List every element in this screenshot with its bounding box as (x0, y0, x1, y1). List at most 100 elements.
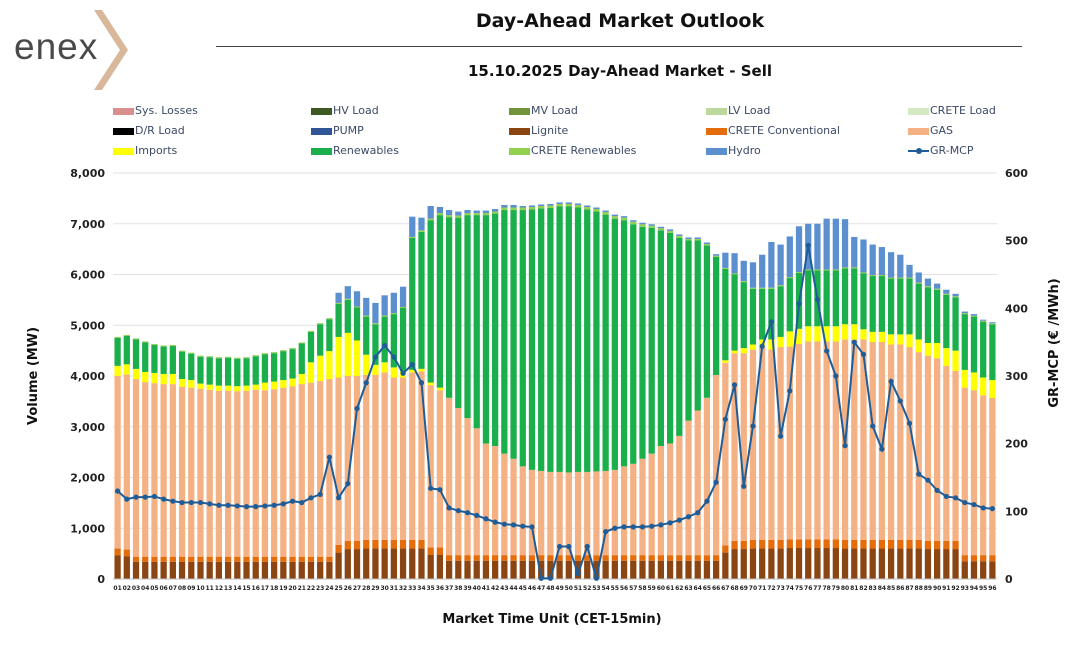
bar-lignite (243, 561, 250, 579)
bar-gas (492, 446, 499, 556)
bar-renewables (519, 210, 526, 467)
bar-crete-renewables (915, 282, 922, 284)
bar-renewables (271, 353, 278, 382)
bar-renewables (713, 256, 720, 375)
bar-imports (215, 385, 223, 391)
bar-gas (123, 374, 130, 550)
x-tick-label: 74 (786, 585, 794, 592)
bar-gas (151, 383, 158, 557)
bar-crete-renewables (924, 286, 932, 288)
x-tick-label: 03 (132, 585, 140, 592)
mcp-point (612, 525, 618, 531)
mcp-point (952, 495, 959, 501)
bar-crete-renewables (639, 224, 646, 227)
bar-gas (860, 339, 867, 540)
bar-imports (823, 326, 830, 342)
bar-lignite (492, 560, 499, 579)
mcp-point (980, 505, 986, 511)
x-tick-label: 39 (463, 585, 471, 592)
bar-lignite (878, 548, 886, 579)
bar-imports (731, 350, 738, 354)
bar-renewables (722, 268, 729, 361)
bar-hydro (713, 254, 720, 256)
y2-tick-label: 100 (1005, 505, 1028, 518)
bar-renewables (409, 237, 416, 370)
mcp-point (778, 433, 784, 439)
bar-hydro (510, 204, 517, 208)
bar-crete-renewables (860, 272, 867, 274)
legend-label: CRETE Conventional (728, 124, 840, 137)
bar-crete-renewables (151, 344, 158, 346)
legend-label: MV Load (531, 104, 578, 117)
bar-crete-renewables (685, 238, 692, 241)
legend-label: GR-MCP (930, 144, 974, 157)
bar-gas (703, 397, 711, 556)
bar-crete-conventional (906, 539, 913, 549)
x-tick-label: 68 (730, 585, 738, 592)
bar-crete-conventional (445, 555, 453, 561)
bar-gas (363, 374, 370, 540)
bar-crete-conventional (399, 539, 407, 549)
bar-hydro (887, 252, 895, 278)
bar-lignite (584, 560, 591, 579)
y2-tick-label: 500 (1005, 235, 1028, 248)
mcp-point (170, 498, 176, 504)
bar-imports (943, 348, 950, 366)
bar-lignite (795, 548, 803, 579)
bar-hydro (464, 210, 471, 214)
x-tick-label: 89 (924, 585, 932, 592)
bar-imports (234, 386, 241, 392)
bar-lignite (805, 548, 812, 579)
bar-lignite (713, 560, 720, 579)
y2-tick-label: 200 (1005, 438, 1028, 451)
bar-crete-renewables (252, 355, 259, 357)
bar-crete-conventional (666, 555, 674, 561)
bar-crete-conventional (749, 539, 757, 549)
bar-crete-renewables (142, 341, 149, 343)
bar-hydro (427, 205, 434, 219)
x-tick-label: 06 (159, 585, 167, 592)
bar-gas (455, 407, 462, 556)
bar-crete-conventional (344, 540, 351, 550)
bar-crete-renewables (768, 287, 775, 289)
bar-renewables (344, 299, 351, 333)
bar-renewables (326, 319, 333, 352)
bar-crete-conventional (261, 556, 269, 562)
mcp-point (916, 471, 922, 477)
x-tick-label: 81 (850, 585, 858, 592)
bar-lignite (427, 554, 434, 579)
legend-swatch (509, 148, 530, 155)
bar-gas (178, 386, 186, 557)
bar-hydro (473, 210, 480, 214)
bar-gas (197, 388, 204, 557)
bar-crete-conventional (805, 539, 812, 549)
bar-lignite (224, 561, 232, 579)
mcp-point (897, 398, 903, 404)
bar-lignite (363, 548, 370, 579)
mcp-point (345, 480, 351, 487)
bar-imports (740, 348, 747, 354)
bar-imports (132, 368, 140, 380)
bar-renewables (160, 346, 167, 374)
bar-gas (786, 346, 793, 540)
x-tick-label: 77 (813, 585, 821, 592)
bar-gas (740, 353, 747, 541)
bar-gas (399, 377, 407, 540)
bar-renewables (694, 240, 701, 411)
x-tick-label: 62 (675, 585, 683, 592)
bar-renewables (676, 237, 683, 436)
bar-crete-renewables (703, 244, 711, 246)
bar-gas (989, 397, 996, 556)
bar-gas (501, 453, 508, 556)
bar-renewables (832, 270, 839, 327)
bar-lignite (436, 554, 444, 579)
x-tick-label: 32 (399, 585, 407, 592)
bar-imports (114, 365, 121, 376)
bar-lignite (989, 561, 996, 579)
x-tick-label: 53 (592, 585, 600, 592)
bar-hydro (703, 242, 711, 245)
bar-renewables (188, 353, 195, 381)
mcp-point (501, 521, 507, 527)
x-tick-label: 67 (721, 585, 729, 592)
bar-lignite (722, 552, 729, 579)
